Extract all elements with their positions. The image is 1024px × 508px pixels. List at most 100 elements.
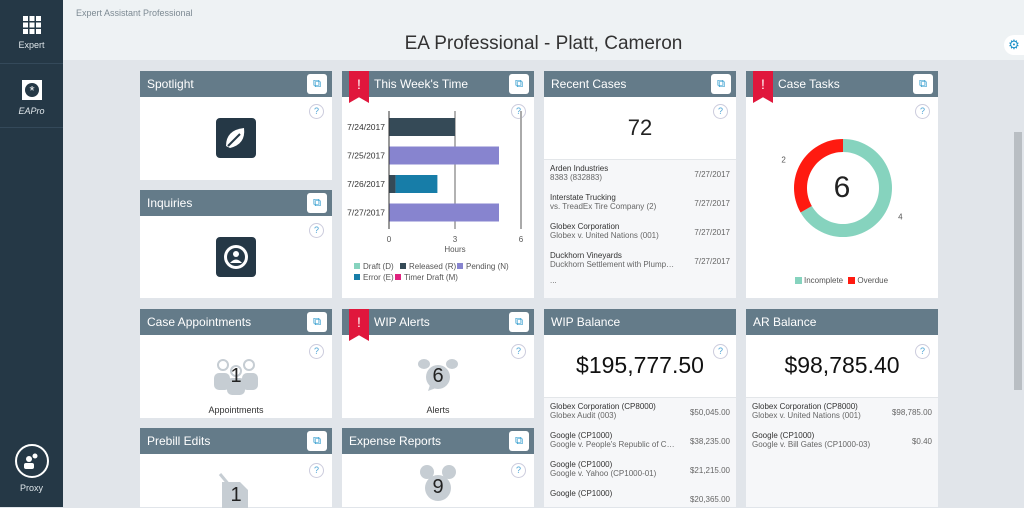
help-icon[interactable]: ? bbox=[309, 463, 324, 478]
copy-icon[interactable]: ⧉ bbox=[307, 312, 327, 332]
inquiries-icon[interactable] bbox=[216, 237, 256, 277]
svg-text:*: * bbox=[29, 83, 34, 98]
item-name: Interstate Trucking bbox=[550, 193, 616, 202]
item-name: Google (CP1000) bbox=[752, 431, 815, 440]
item-amount: $50,045.00 bbox=[689, 408, 730, 417]
copy-icon[interactable]: ⧉ bbox=[509, 312, 529, 332]
list-item[interactable]: Globex Corporation (CP8000) Globex v. Uni… bbox=[746, 398, 938, 427]
scrollbar-thumb[interactable] bbox=[1014, 132, 1022, 390]
help-icon[interactable]: ? bbox=[915, 104, 930, 119]
card-title: WIP Balance bbox=[551, 315, 621, 329]
copy-icon[interactable]: ⧉ bbox=[711, 74, 731, 94]
help-icon[interactable]: ? bbox=[511, 463, 526, 478]
copy-icon[interactable]: ⧉ bbox=[509, 431, 529, 451]
appointments-count[interactable]: 1 bbox=[230, 365, 242, 387]
item-name: Globex Corporation (CP8000) bbox=[752, 402, 858, 411]
list-item[interactable]: Google (CP1000) $20,365.00 bbox=[544, 485, 736, 507]
slice-value-label: 2 bbox=[781, 156, 786, 165]
bar-error-e- bbox=[395, 175, 438, 193]
legend-overdue[interactable]: Overdue bbox=[857, 276, 889, 285]
legend-label: Draft (D) bbox=[363, 262, 394, 271]
list-item[interactable]: Globex Corporation (CP8000) Globex Audit … bbox=[544, 398, 736, 427]
spotlight-icon[interactable] bbox=[216, 118, 256, 158]
item-detail: Globex v. United Nations (001) bbox=[752, 411, 861, 420]
help-icon[interactable]: ? bbox=[511, 344, 526, 359]
item-name: Duckhorn Vineyards bbox=[550, 251, 622, 260]
list-item[interactable]: Globex Corporation Globex v. United Natio… bbox=[544, 218, 736, 247]
bar-released-r- bbox=[389, 118, 455, 136]
divider bbox=[0, 127, 63, 128]
item-detail: vs. TreadEx Tire Company (2) bbox=[550, 202, 657, 211]
sidebar-item-eapro[interactable]: * EAPro bbox=[0, 80, 63, 116]
legend-incomplete[interactable]: Incomplete bbox=[804, 276, 844, 285]
wip-balance-total[interactable]: $195,777.50 bbox=[576, 352, 704, 378]
copy-icon[interactable]: ⧉ bbox=[509, 74, 529, 94]
list-item[interactable]: Arden Industries 8383 (832883) 7/27/2017 bbox=[544, 160, 736, 189]
copy-icon[interactable]: ⧉ bbox=[307, 431, 327, 451]
ar-balance-list: Globex Corporation (CP8000) Globex v. Uni… bbox=[746, 397, 938, 507]
y-tick-label: 7/27/2017 bbox=[347, 208, 385, 218]
item-detail: 8383 (832883) bbox=[550, 173, 603, 182]
y-tick-label: 7/24/2017 bbox=[347, 122, 385, 132]
grid-icon bbox=[22, 16, 41, 34]
case-tasks-donut: 42 bbox=[781, 139, 903, 237]
help-icon[interactable]: ? bbox=[309, 344, 324, 359]
copy-icon[interactable]: ⧉ bbox=[307, 193, 327, 213]
copy-icon[interactable]: ⧉ bbox=[913, 74, 933, 94]
list-item[interactable]: Duckhorn Vineyards Duckhorn Settlement wi… bbox=[544, 247, 736, 276]
help-icon[interactable]: ? bbox=[511, 104, 526, 119]
sidebar: Expert * EAPro Proxy bbox=[0, 0, 63, 507]
sidebar-item-label: EAPro bbox=[18, 106, 45, 116]
item-detail: Globex v. United Nations (001) bbox=[550, 231, 659, 240]
donut-legend: Incomplete Overdue bbox=[792, 276, 888, 285]
prebill-edits-card: Prebill Edits ⧉ ? 1 bbox=[140, 428, 332, 508]
page-title: EA Professional - Platt, Cameron bbox=[404, 33, 683, 54]
list-item[interactable]: Interstate Trucking vs. TreadEx Tire Comp… bbox=[544, 189, 736, 218]
ar-balance-total[interactable]: $98,785.40 bbox=[784, 352, 900, 378]
legend-swatch bbox=[354, 263, 360, 269]
list-item[interactable]: Google (CP1000) Google v. Bill Gates (CP1… bbox=[746, 427, 938, 456]
help-icon[interactable]: ? bbox=[309, 104, 324, 119]
legend-swatch bbox=[795, 277, 802, 284]
legend-swatch bbox=[354, 274, 360, 280]
item-detail: Google v. Yahoo (CP1000-01) bbox=[550, 469, 657, 478]
help-icon[interactable]: ? bbox=[713, 104, 728, 119]
list-item[interactable]: Google (CP1000) Google v. People's Republ… bbox=[544, 427, 736, 456]
expense-reports-card: Expense Reports ⧉ ? 9 bbox=[342, 428, 534, 507]
copy-icon[interactable]: ⧉ bbox=[307, 74, 327, 94]
item-name: Arden Industries bbox=[550, 164, 609, 173]
list-item[interactable]: Google (CP1000) Google v. Yahoo (CP1000-0… bbox=[544, 456, 736, 485]
slice-value-label: 4 bbox=[898, 213, 903, 222]
speech-bubbles-icon bbox=[418, 359, 458, 391]
people-icon bbox=[214, 359, 258, 395]
ar-balance-card: AR Balance ? $98,785.40 Globex Corporati… bbox=[746, 309, 938, 507]
expense-reports-count[interactable]: 9 bbox=[432, 476, 444, 498]
legend-swatch bbox=[457, 263, 463, 269]
proxy-users-icon bbox=[14, 444, 49, 478]
spotlight-card: Spotlight ⧉ ? bbox=[140, 71, 332, 180]
recent-cases-list: Arden Industries 8383 (832883) 7/27/2017 In… bbox=[544, 159, 736, 298]
card-title: Case Tasks bbox=[778, 77, 840, 91]
scrollbar[interactable] bbox=[1012, 60, 1024, 507]
divider bbox=[0, 63, 63, 64]
bar-pending-n- bbox=[389, 146, 499, 165]
alerts-count[interactable]: 6 bbox=[432, 365, 444, 387]
help-icon[interactable]: ? bbox=[915, 344, 930, 359]
item-date: 7/27/2017 bbox=[694, 170, 730, 179]
gear-icon[interactable]: ⚙ bbox=[1004, 35, 1024, 55]
donut-slice-overdue bbox=[794, 139, 843, 213]
help-icon[interactable]: ? bbox=[713, 344, 728, 359]
wip-balance-card: WIP Balance ? $195,777.50 Globex Corpora… bbox=[544, 309, 736, 507]
more-indicator[interactable]: ... bbox=[550, 276, 557, 285]
card-title: This Week's Time bbox=[374, 77, 469, 91]
prebill-edits-count[interactable]: 1 bbox=[230, 484, 242, 506]
recent-cases-count[interactable]: 72 bbox=[627, 115, 653, 140]
sidebar-item-proxy[interactable]: Proxy bbox=[0, 443, 63, 493]
legend-label: Pending (N) bbox=[466, 262, 509, 271]
card-title: Inquiries bbox=[147, 196, 193, 210]
legend-swatch bbox=[395, 274, 401, 280]
bar-pending-n- bbox=[389, 203, 499, 222]
sidebar-item-expert[interactable]: Expert bbox=[0, 16, 63, 50]
help-icon[interactable]: ? bbox=[309, 223, 324, 238]
wip-balance-list: Globex Corporation (CP8000) Globex Audit … bbox=[544, 397, 736, 507]
